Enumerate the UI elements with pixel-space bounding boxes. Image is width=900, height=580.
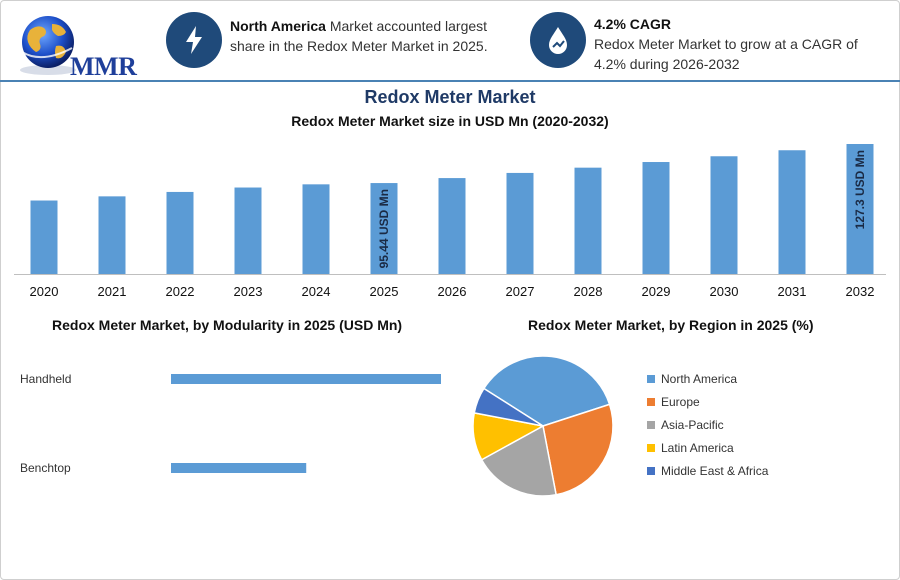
pie-slice-north-america xyxy=(482,355,611,427)
region-legend: North America Europe Asia-Pacific Latin Ame… xyxy=(647,372,768,487)
bar-2027 xyxy=(506,172,534,274)
info-text-cagr: 4.2% CAGR Redox Meter Market to grow at … xyxy=(594,14,880,74)
x-tick-label-2031: 2031 xyxy=(778,284,807,299)
modularity-label-benchtop: Benchtop xyxy=(20,461,71,475)
bar-2021 xyxy=(98,196,126,274)
modularity-bar-chart: Handheld Benchtop xyxy=(20,372,441,475)
x-tick-label-2030: 2030 xyxy=(710,284,739,299)
bar-2031 xyxy=(778,150,806,274)
data-label-2025: 95.44 USD Mn xyxy=(377,189,391,268)
bar-2026 xyxy=(438,178,466,274)
legend-item-latin-america: Latin America xyxy=(647,441,768,464)
chart-title: Redox Meter Market xyxy=(364,87,536,107)
legend-item-europe: Europe xyxy=(647,395,768,418)
bar-2032 xyxy=(846,144,874,274)
logo-text: MMR xyxy=(70,52,137,81)
x-tick-label-2025: 2025 xyxy=(370,284,399,299)
bar-2022 xyxy=(166,191,194,274)
x-tick-label-2021: 2021 xyxy=(98,284,127,299)
info-text-north-america: North America Market accounted largest s… xyxy=(230,18,488,54)
globe-icon xyxy=(20,16,76,75)
bar-2030 xyxy=(710,156,738,274)
legend-item-asia-pacific: Asia-Pacific xyxy=(647,418,768,441)
legend-swatch xyxy=(647,444,655,452)
pie-slice-europe xyxy=(542,403,614,496)
x-tick-label-2020: 2020 xyxy=(30,284,59,299)
legend-label: Europe xyxy=(661,395,700,409)
legend-swatch xyxy=(647,398,655,406)
growth-drop-icon xyxy=(530,12,586,68)
bar-2023 xyxy=(234,187,262,274)
market-size-bar-chart: 2020 2021 2022 2023 2024 2025 95.44 USD Mn 2026… xyxy=(14,144,886,299)
x-tick-label-2026: 2026 xyxy=(438,284,467,299)
legend-label: Latin America xyxy=(661,441,734,455)
modularity-chart-title: Redox Meter Market, by Modularity in 202… xyxy=(52,317,403,333)
legend-label: North America xyxy=(661,372,738,386)
x-tick-label-2024: 2024 xyxy=(302,284,331,299)
legend-swatch xyxy=(647,467,655,475)
legend-item-middle-east-africa: Middle East & Africa xyxy=(647,464,768,487)
info-box-cagr: 4.2% CAGR Redox Meter Market to grow at … xyxy=(530,12,880,72)
data-label-2032: 127.3 USD Mn xyxy=(853,150,867,229)
pie-slice-asia-pacific xyxy=(480,424,557,497)
modularity-bar-benchtop xyxy=(171,463,307,473)
bar-2020 xyxy=(30,200,58,274)
modularity-label-handheld: Handheld xyxy=(20,372,71,386)
lightning-icon xyxy=(166,12,222,68)
bar-2025 xyxy=(370,183,398,274)
cagr-heading: 4.2% CAGR xyxy=(594,16,672,32)
bar-2024 xyxy=(302,184,330,274)
bar-2029 xyxy=(642,162,670,274)
mmr-logo: MMR xyxy=(16,12,138,81)
x-tick-label-2027: 2027 xyxy=(506,284,535,299)
chart-subtitle: Redox Meter Market size in USD Mn (2020-… xyxy=(291,113,609,129)
x-tick-label-2029: 2029 xyxy=(642,284,671,299)
region-chart-title: Redox Meter Market, by Region in 2025 (%… xyxy=(528,317,814,333)
x-tick-label-2032: 2032 xyxy=(846,284,875,299)
pie-slice-middle-east-africa xyxy=(473,387,544,427)
legend-label: Asia-Pacific xyxy=(661,418,724,432)
cagr-description: Redox Meter Market to grow at a CAGR of … xyxy=(594,36,858,72)
header-divider xyxy=(0,80,900,82)
modularity-bar-handheld xyxy=(171,374,441,384)
x-tick-label-2023: 2023 xyxy=(234,284,263,299)
bar-2028 xyxy=(574,167,602,274)
legend-label: Middle East & Africa xyxy=(661,464,769,478)
legend-item-north-america: North America xyxy=(647,372,768,395)
legend-swatch xyxy=(647,421,655,429)
legend-swatch xyxy=(647,375,655,383)
x-tick-label-2022: 2022 xyxy=(166,284,195,299)
info-box-north-america: North America Market accounted largest s… xyxy=(166,12,506,72)
x-tick-label-2028: 2028 xyxy=(574,284,603,299)
